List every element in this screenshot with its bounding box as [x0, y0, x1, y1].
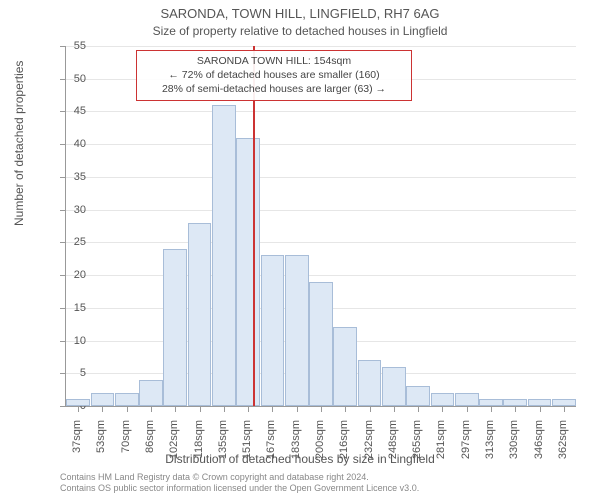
- y-tick-label: 5: [46, 367, 86, 379]
- x-tick: [127, 407, 128, 412]
- x-tick-label: 216sqm: [338, 420, 350, 470]
- gridline: [66, 144, 576, 145]
- histogram-bar: [333, 327, 357, 406]
- x-tick: [491, 407, 492, 412]
- x-tick-label: 151sqm: [241, 420, 253, 470]
- histogram-bar: [163, 249, 187, 406]
- plot-area: SARONDA TOWN HILL: 154sqm ← 72% of detach…: [65, 46, 576, 407]
- x-tick: [540, 407, 541, 412]
- histogram-bar: [139, 380, 163, 406]
- x-tick: [418, 407, 419, 412]
- x-tick: [467, 407, 468, 412]
- y-axis-label: Number of detached properties: [12, 61, 26, 226]
- annotation-box: SARONDA TOWN HILL: 154sqm ← 72% of detach…: [136, 50, 412, 101]
- x-tick-label: 167sqm: [265, 420, 277, 470]
- y-tick-label: 50: [46, 73, 86, 85]
- annotation-line-1: SARONDA TOWN HILL: 154sqm: [197, 55, 351, 67]
- x-tick-label: 265sqm: [411, 420, 423, 470]
- gridline: [66, 210, 576, 211]
- x-tick-label: 313sqm: [484, 420, 496, 470]
- histogram-bar: [236, 138, 260, 406]
- histogram-bar: [431, 393, 455, 406]
- y-tick-label: 15: [46, 302, 86, 314]
- gridline: [66, 46, 576, 47]
- gridline: [66, 177, 576, 178]
- histogram-bar: [358, 360, 382, 406]
- histogram-bar: [406, 386, 430, 406]
- credits-text: Contains HM Land Registry data © Crown c…: [60, 472, 590, 495]
- y-tick-label: 40: [46, 138, 86, 150]
- x-tick: [321, 407, 322, 412]
- x-tick-label: 37sqm: [71, 420, 83, 470]
- x-tick-label: 297sqm: [460, 420, 472, 470]
- annotation-line-3: 28% of semi-detached houses are larger (…: [162, 83, 386, 95]
- gridline: [66, 111, 576, 112]
- x-tick-label: 183sqm: [290, 420, 302, 470]
- x-tick-label: 135sqm: [217, 420, 229, 470]
- y-tick-label: 10: [46, 335, 86, 347]
- histogram-bar: [309, 282, 333, 406]
- x-tick: [272, 407, 273, 412]
- x-tick: [394, 407, 395, 412]
- x-tick: [345, 407, 346, 412]
- histogram-bar: [479, 399, 503, 406]
- x-tick-label: 70sqm: [120, 420, 132, 470]
- x-tick: [564, 407, 565, 412]
- x-tick-label: 53sqm: [95, 420, 107, 470]
- x-tick: [200, 407, 201, 412]
- x-tick-label: 118sqm: [193, 420, 205, 470]
- y-tick-label: 20: [46, 269, 86, 281]
- x-tick: [442, 407, 443, 412]
- x-tick: [297, 407, 298, 412]
- x-tick: [224, 407, 225, 412]
- histogram-bar: [503, 399, 527, 406]
- histogram-bar: [91, 393, 115, 406]
- gridline: [66, 275, 576, 276]
- credits-line-2: Contains OS public sector information li…: [60, 483, 419, 493]
- histogram-bar: [261, 255, 285, 406]
- y-tick-label: 45: [46, 105, 86, 117]
- x-tick: [102, 407, 103, 412]
- histogram-bar: [188, 223, 212, 406]
- histogram-bar: [382, 367, 406, 406]
- x-tick-label: 346sqm: [533, 420, 545, 470]
- chart-title: SARONDA, TOWN HILL, LINGFIELD, RH7 6AG: [0, 6, 600, 21]
- x-tick: [515, 407, 516, 412]
- y-tick-label: 30: [46, 204, 86, 216]
- x-tick: [151, 407, 152, 412]
- histogram-bar: [285, 255, 309, 406]
- y-tick-label: 35: [46, 171, 86, 183]
- x-tick-label: 86sqm: [144, 420, 156, 470]
- x-tick-label: 362sqm: [557, 420, 569, 470]
- gridline: [66, 242, 576, 243]
- histogram-bar: [66, 399, 90, 406]
- histogram-bar: [212, 105, 236, 406]
- y-tick-label: 55: [46, 40, 86, 52]
- x-tick-label: 232sqm: [363, 420, 375, 470]
- x-tick: [175, 407, 176, 412]
- x-tick-label: 200sqm: [314, 420, 326, 470]
- y-tick-label: 25: [46, 236, 86, 248]
- x-tick-label: 281sqm: [435, 420, 447, 470]
- x-tick: [248, 407, 249, 412]
- histogram-bar: [552, 399, 576, 406]
- x-tick-label: 248sqm: [387, 420, 399, 470]
- histogram-bar: [115, 393, 139, 406]
- histogram-bar: [528, 399, 552, 406]
- x-tick: [370, 407, 371, 412]
- x-tick-label: 330sqm: [508, 420, 520, 470]
- histogram-bar: [455, 393, 479, 406]
- credits-line-1: Contains HM Land Registry data © Crown c…: [60, 472, 369, 482]
- x-tick-label: 102sqm: [168, 420, 180, 470]
- annotation-line-2: ← 72% of detached houses are smaller (16…: [168, 69, 379, 81]
- chart-subtitle: Size of property relative to detached ho…: [0, 24, 600, 38]
